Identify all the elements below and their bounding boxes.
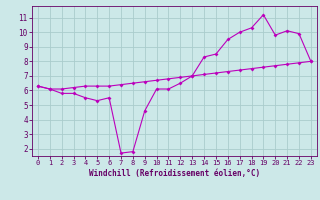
X-axis label: Windchill (Refroidissement éolien,°C): Windchill (Refroidissement éolien,°C) <box>89 169 260 178</box>
